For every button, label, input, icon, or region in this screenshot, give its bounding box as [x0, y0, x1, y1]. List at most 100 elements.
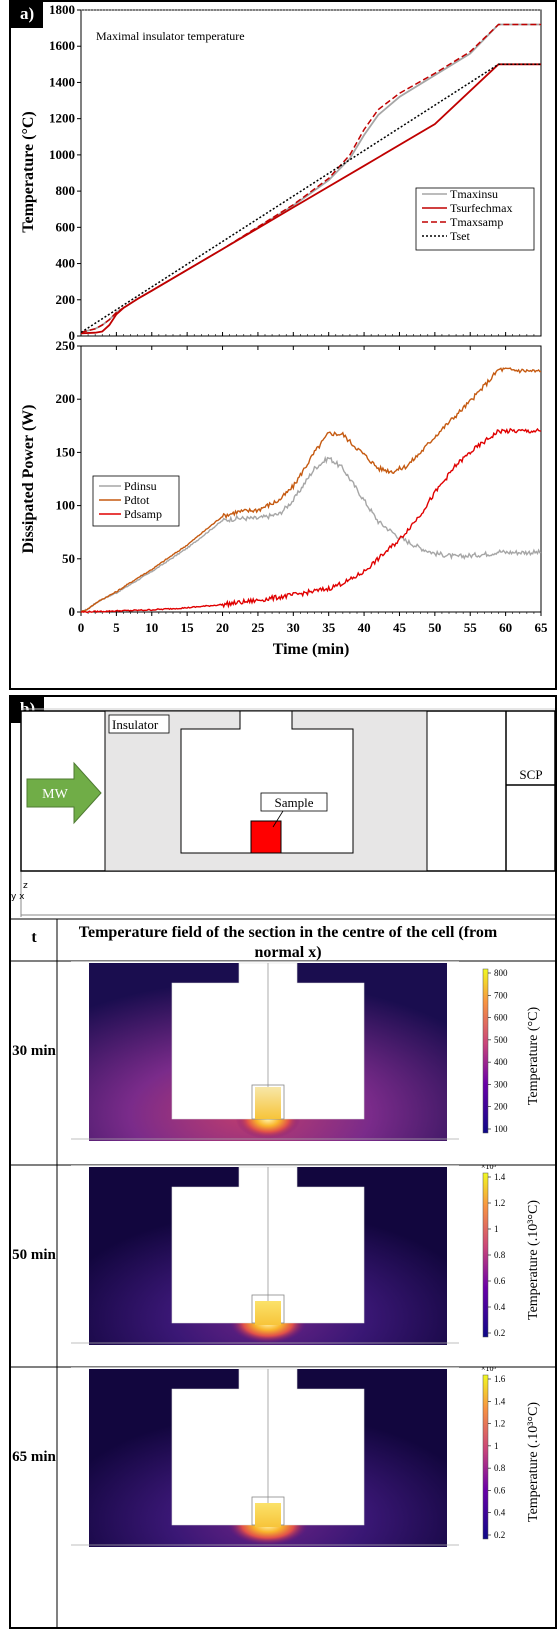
colorbar-tick-label: 0.2	[494, 1328, 505, 1338]
colorbar-tick-label: 1.2	[494, 1419, 505, 1429]
x-tick-label: 40	[358, 620, 371, 635]
x-tick-label: 55	[464, 620, 478, 635]
panel-a-label: a)	[11, 2, 44, 28]
colorbar-tick-label: 100	[494, 1124, 508, 1134]
temperature-field-map: 1.4 1.2 1 0.8 0.6 0.4 0.2 ×10³ Temperature (.10³…	[71, 1165, 541, 1345]
colorbar-tick-label: 400	[494, 1057, 508, 1067]
legend-label: Pdtot	[124, 493, 150, 507]
bottom-y-ticks: 0 50 100 150 200 250	[56, 338, 81, 619]
y-tick-label: 0	[69, 604, 76, 619]
top-series	[80, 23, 541, 335]
y-tick-label: 250	[56, 338, 76, 353]
colorbar-tick-label: 300	[494, 1079, 508, 1089]
y-tick-label: 100	[56, 498, 76, 513]
column-header-title: Temperature field of the section in the …	[78, 924, 498, 961]
colorbar-tick-label: 0.4	[494, 1302, 506, 1312]
x-ticks: 0 5 10 15 20 25 30 35 40 45 50 55 60 65	[78, 332, 548, 635]
x-tick-label: 30	[287, 620, 300, 635]
legend-label: Pdsamp	[124, 507, 162, 521]
bottom-y-axis-title: Dissipated Power (W)	[20, 404, 37, 553]
series-line-pdinsu	[80, 455, 542, 613]
colorbar	[482, 1374, 489, 1540]
panel-a: a) 0 200 400 600 800 1000 1200 1400 1600 1800 0 50…	[9, 0, 557, 690]
colorbar-tick-label: 0.8	[494, 1250, 506, 1260]
x-tick-label: 0	[78, 620, 85, 635]
axis-z-label: z	[23, 881, 28, 891]
insulator-label: Insulator	[112, 717, 159, 732]
series-line-pdsamp	[80, 427, 542, 614]
x-tick-label: 50	[428, 620, 441, 635]
colorbar-tick-label: 0.8	[494, 1463, 506, 1473]
y-tick-label: 50	[62, 551, 75, 566]
sample-block	[250, 820, 282, 854]
colorbar-exponent: ×10³	[481, 1165, 497, 1171]
sample-section	[255, 1503, 281, 1527]
mw-arrow-icon	[26, 761, 102, 825]
x-tick-label: 20	[216, 620, 229, 635]
colorbar-title: Temperature (.10³°C)	[526, 1402, 541, 1522]
colorbar-tick-label: 0.2	[494, 1530, 505, 1540]
colorbar-tick-label: 0.6	[494, 1485, 506, 1495]
colorbar-tick-label: 1.6	[494, 1374, 506, 1384]
row-time-label: 50 min	[12, 1247, 56, 1263]
sample-section	[255, 1301, 281, 1325]
bottom-plot-frame	[80, 345, 542, 613]
cavity	[180, 710, 354, 854]
mw-label: MW	[42, 787, 68, 802]
x-tick-label: 15	[181, 620, 195, 635]
x-tick-label: 45	[393, 620, 407, 635]
y-tick-label: 1600	[49, 38, 75, 53]
colorbar-tick-label: 1	[494, 1441, 499, 1451]
y-tick-label: 1400	[49, 74, 75, 89]
colorbar-tick-label: 500	[494, 1035, 508, 1045]
y-tick-label: 200	[56, 292, 76, 307]
colorbar-tick-label: 1.4	[494, 1172, 506, 1182]
y-tick-label: 1000	[49, 147, 75, 162]
colorbar-tick-label: 700	[494, 990, 508, 1000]
y-tick-label: 150	[56, 444, 76, 459]
scp-label: SCP	[519, 767, 542, 782]
panel-b: b) MW Insulator Sample SCP z y x t Tempe…	[9, 695, 557, 1629]
series-line-tset	[80, 63, 541, 334]
colorbar-tick-label: 800	[494, 968, 508, 978]
series-line-tmaxsamp	[80, 23, 541, 334]
colorbar	[482, 968, 489, 1134]
sample-label: Sample	[275, 795, 314, 810]
column-header-t: t	[31, 929, 37, 946]
y-tick-label: 800	[56, 183, 76, 198]
x-tick-label: 5	[113, 620, 120, 635]
row-time-label: 65 min	[12, 1449, 56, 1465]
axes-glyph: z y x	[11, 881, 51, 911]
cell-schematic: MW Insulator Sample SCP	[20, 708, 555, 917]
legend-label: Tmaxinsu	[450, 187, 498, 201]
colorbar-tick-label: 200	[494, 1102, 508, 1112]
sample-section	[255, 1087, 281, 1119]
legend-label: Tset	[450, 229, 470, 243]
colorbar-tick-label: 600	[494, 1013, 508, 1023]
colorbar-tick-label: 1.2	[494, 1198, 505, 1208]
top-y-axis-title: Temperature (°C)	[20, 111, 37, 232]
row-time-label: 30 min	[12, 1043, 56, 1059]
colorbar-tick-label: 0.4	[494, 1508, 506, 1518]
colorbar-tick-label: 0.6	[494, 1276, 506, 1286]
x-tick-label: 25	[251, 620, 265, 635]
series-line-pdtot	[80, 367, 541, 613]
top-y-ticks: 0 200 400 600 800 1000 1200 1400 1600 1800	[49, 2, 81, 343]
y-tick-label: 400	[56, 256, 76, 271]
temperature-field-map: 1.6 1.4 1.2 1 0.8 0.6 0.4 0.2 ×10³ Temperature (.…	[71, 1367, 541, 1547]
x-tick-label: 10	[145, 620, 158, 635]
colorbar-title: Temperature (.10³°C)	[526, 1200, 541, 1320]
series-line-tmaxinsu	[80, 23, 541, 334]
colorbar-title: Temperature (°C)	[526, 1007, 541, 1106]
threshold-annotation: Maximal insulator temperature	[96, 29, 245, 43]
y-tick-label: 0	[69, 328, 76, 343]
y-tick-label: 1800	[49, 2, 75, 17]
temperature-field-map: 800 700 600 500 400 300 200 100 Temperature (°C)	[71, 961, 541, 1141]
colorbar	[482, 1172, 489, 1338]
x-tick-label: 35	[322, 620, 336, 635]
bottom-series	[80, 367, 542, 614]
y-tick-label: 1200	[49, 111, 75, 126]
